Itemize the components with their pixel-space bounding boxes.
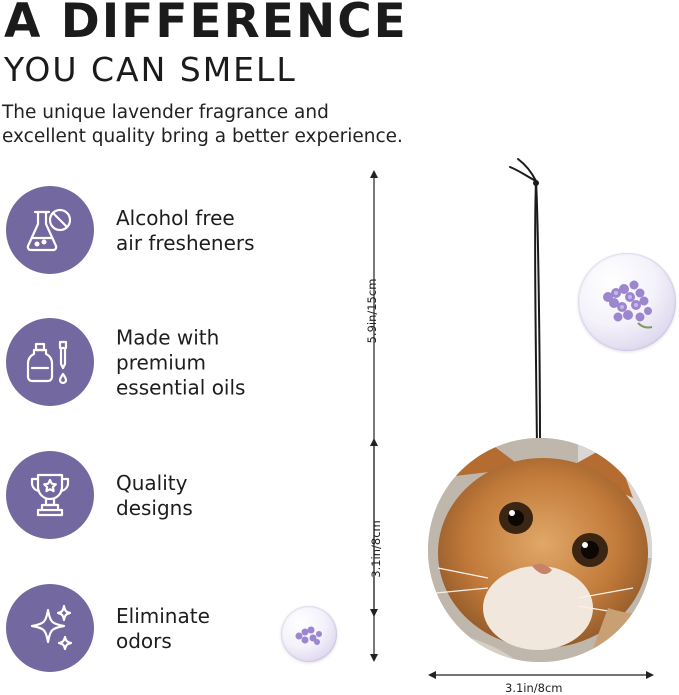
feature-text: Eliminate odors (116, 604, 316, 654)
feature-line: Alcohol free (116, 206, 235, 230)
feature-text: Quality designs (116, 471, 316, 521)
feature-line: Quality (116, 471, 188, 495)
hanging-string (509, 158, 541, 448)
feature-line: designs (116, 496, 193, 520)
ornament-width-label: 3.1in/8cm (505, 681, 563, 695)
subtitle-line-1: The unique lavender fragrance and (2, 102, 329, 123)
ornament-height-label: 3.1in/8cm (369, 520, 383, 578)
feature-line: Eliminate (116, 604, 210, 628)
essential-oil-bottle-icon (26, 340, 68, 385)
feature-icon-circle (6, 584, 94, 672)
feature-alcohol-free: Alcohol free air fresheners (6, 186, 326, 276)
feature-text: Alcohol free air fresheners (116, 206, 316, 256)
subtitle: The unique lavender fragrance and excell… (2, 101, 422, 149)
cat-ornament (428, 438, 652, 662)
feature-line: air fresheners (116, 231, 255, 255)
width-dimension-arrow (428, 671, 654, 679)
headline-line-1: A DIFFERENCE (4, 0, 408, 49)
feature-text: Made with premium essential oils (116, 326, 316, 401)
sparkle-icon (30, 604, 73, 651)
feature-line: premium (116, 350, 206, 375)
trophy-icon (30, 473, 70, 517)
lavender-bubble-large (578, 253, 676, 351)
feature-essential-oils: Made with premium essential oils (6, 318, 326, 408)
flask-no-alcohol-icon (26, 208, 72, 252)
cat-face-picture (428, 438, 652, 662)
feature-line: odors (116, 629, 172, 653)
lavender-flower-icon (603, 280, 653, 329)
feature-line: Made with (116, 325, 220, 350)
feature-icon-circle (6, 318, 94, 406)
feature-line: essential oils (116, 375, 246, 400)
string-length-label: 5.9in/15cm (365, 278, 379, 344)
feature-icon-circle (6, 186, 94, 274)
feature-quality-designs: Quality designs (6, 451, 326, 541)
headline-line-2: YOU CAN SMELL (4, 50, 297, 89)
subtitle-line-2: excellent quality bring a better experie… (2, 126, 403, 147)
lavender-flower-icon (295, 626, 322, 645)
lavender-bubble-small (281, 606, 337, 662)
feature-icon-circle (6, 451, 94, 539)
feature-eliminate-odors: Eliminate odors (6, 584, 326, 674)
height-dimension-arrows (370, 170, 378, 662)
